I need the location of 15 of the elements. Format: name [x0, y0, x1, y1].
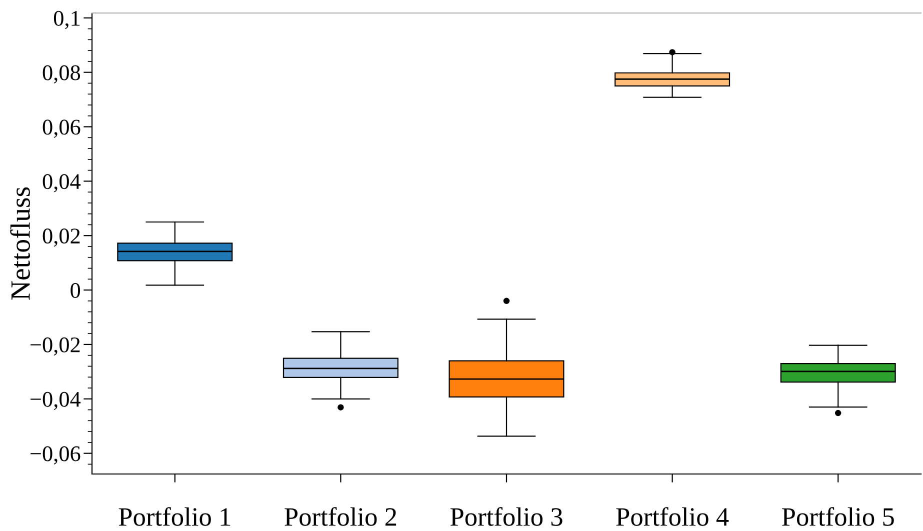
y-tick-label: 0,1 [54, 10, 80, 30]
y-tick-label: 0,04 [42, 174, 81, 192]
y-tick-label: −0,06 [30, 446, 80, 464]
y-tick-label: −0,02 [30, 337, 80, 356]
y-axis-title: Nettofluss [10, 187, 30, 300]
y-tick-label: 0,06 [42, 120, 80, 138]
x-tick-label: Portfolio 2 [284, 507, 396, 526]
y-tick-label: 0,08 [42, 65, 80, 84]
x-tick-label: Portfolio 5 [782, 507, 894, 526]
x-tick-label: Portfolio 1 [118, 507, 230, 526]
y-tick-label: 0,02 [42, 228, 80, 247]
x-tick-label: Portfolio 3 [450, 507, 562, 526]
y-tick-label: 0 [70, 282, 80, 298]
y-tick-label: −0,04 [30, 392, 81, 410]
x-tick-label: Portfolio 4 [616, 507, 729, 526]
